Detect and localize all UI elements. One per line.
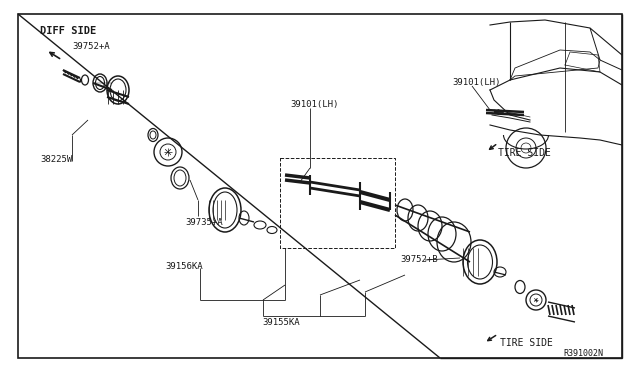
Text: R391002N: R391002N xyxy=(563,349,603,358)
Text: 39752+A: 39752+A xyxy=(72,42,109,51)
Text: TIRE SIDE: TIRE SIDE xyxy=(500,338,553,348)
Text: 39155KA: 39155KA xyxy=(262,318,300,327)
Text: 39101(LH): 39101(LH) xyxy=(290,100,339,109)
Text: 39735+A: 39735+A xyxy=(185,218,223,227)
Text: 39156KA: 39156KA xyxy=(165,262,203,271)
Text: 39101(LH): 39101(LH) xyxy=(452,78,500,87)
Bar xyxy=(280,158,395,248)
Text: TIRE SIDE: TIRE SIDE xyxy=(498,148,551,158)
Text: DIFF SIDE: DIFF SIDE xyxy=(40,26,96,36)
Text: 39752+B: 39752+B xyxy=(400,255,438,264)
Text: 38225W: 38225W xyxy=(40,155,72,164)
